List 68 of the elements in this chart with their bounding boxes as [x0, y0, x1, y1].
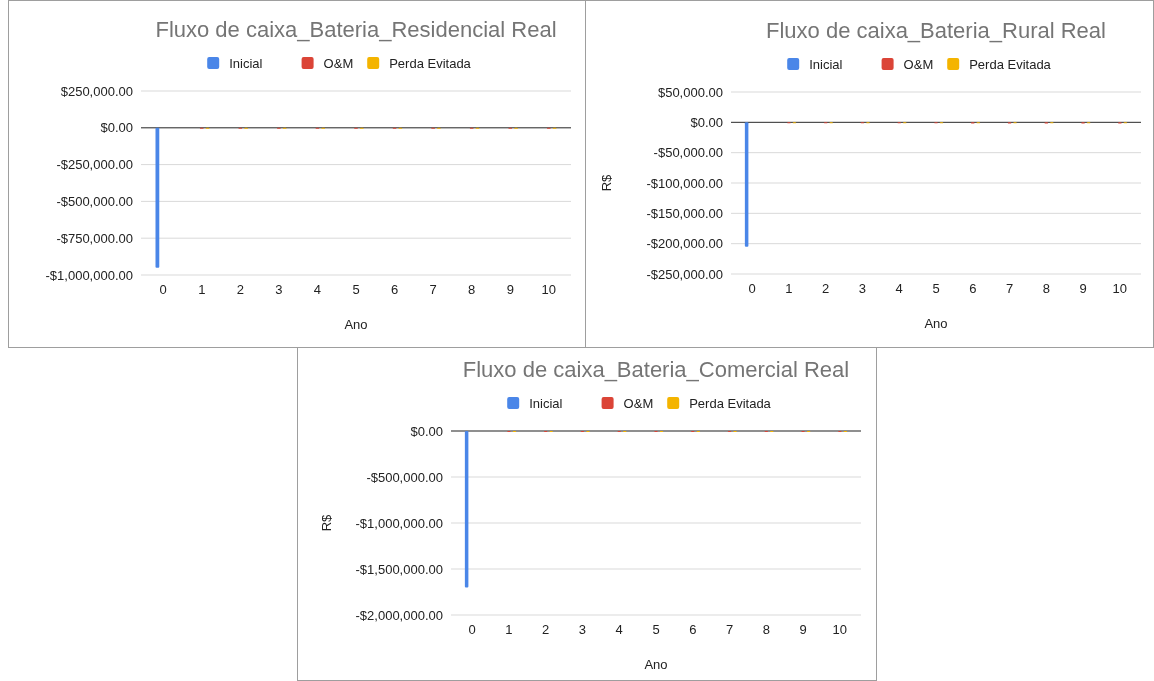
legend-label: O&M [323, 56, 354, 71]
x-tick-label: 4 [313, 282, 322, 298]
x-tick-label: 7 [725, 622, 734, 638]
y-tick-label: $0.00 [100, 120, 133, 136]
x-tick-label: 1 [198, 282, 206, 298]
x-tick-label: 0 [468, 622, 476, 638]
legend-label: Perda Evitada [969, 57, 1052, 72]
x-tick-label: 6 [390, 282, 399, 298]
chart-title: Fluxo de caixa_Bateria_Residencial Real [155, 17, 557, 42]
x-tick-label: 3 [275, 282, 283, 298]
y-tick-label: -$750,000.00 [56, 230, 133, 246]
x-tick-label: 1 [505, 622, 513, 638]
legend-label: Inicial [229, 56, 263, 71]
legend-label: Perda Evitada [689, 396, 772, 411]
chart-title: Fluxo de caixa_Bateria_Comercial Real [462, 357, 850, 382]
x-axis-title: Ano [644, 657, 668, 672]
x-tick-label: 7 [429, 282, 437, 298]
y-tick-label: -$250,000.00 [56, 157, 133, 173]
x-tick-label: 9 [1079, 281, 1087, 297]
y-tick-label: -$100,000.00 [646, 175, 723, 191]
x-tick-label: 1 [785, 281, 793, 297]
y-tick-label: $250,000.00 [60, 83, 133, 99]
y-axis-title: R$ [599, 173, 614, 192]
x-tick-label: 10 [832, 622, 848, 638]
y-tick-label: -$200,000.00 [646, 236, 723, 252]
x-tick-label: 5 [652, 622, 660, 638]
y-tick-label: -$2,000,000.00 [355, 607, 443, 623]
x-tick-label: 4 [895, 281, 903, 297]
y-tick-label: -$1,500,000.00 [355, 561, 443, 577]
y-tick-label: -$500,000.00 [56, 194, 133, 210]
legend-label: O&M [623, 396, 654, 411]
x-tick-label: 0 [159, 282, 167, 298]
legend-label: Perda Evitada [389, 56, 472, 71]
y-tick-label: $0.00 [410, 423, 443, 439]
x-tick-label: 6 [689, 622, 697, 638]
x-tick-label: 8 [468, 282, 476, 298]
x-axis-title: Ano [344, 317, 368, 332]
x-tick-label: 8 [762, 622, 770, 638]
x-tick-label: 9 [799, 622, 807, 638]
x-tick-label: 4 [615, 622, 623, 638]
x-tick-label: 3 [858, 281, 867, 297]
x-tick-label: 2 [236, 282, 244, 298]
legend-label: O&M [903, 57, 934, 72]
x-tick-label: 3 [578, 622, 587, 638]
chart-title: Fluxo de caixa_Bateria_Rural Real [766, 18, 1106, 43]
x-tick-label: 5 [932, 281, 940, 297]
y-tick-label: -$1,000,000.00 [45, 267, 133, 283]
x-tick-label: 10 [541, 282, 557, 298]
y-tick-label: -$250,000.00 [646, 266, 723, 282]
legend-label: Inicial [809, 57, 843, 72]
y-tick-label: -$500,000.00 [366, 469, 443, 485]
x-tick-label: 7 [1005, 281, 1014, 297]
x-tick-label: 0 [748, 281, 756, 297]
y-tick-label: -$1,000,000.00 [355, 515, 443, 531]
x-tick-label: 2 [822, 281, 830, 297]
x-tick-label: 9 [506, 282, 514, 298]
x-tick-label: 10 [1112, 281, 1128, 297]
x-tick-label: 2 [542, 622, 550, 638]
y-tick-label: -$50,000.00 [653, 145, 723, 161]
y-tick-label: -$150,000.00 [646, 205, 723, 221]
x-tick-label: 6 [969, 281, 977, 297]
legend-label: Inicial [529, 396, 563, 411]
y-axis-title: R$ [319, 513, 334, 532]
x-tick-label: 5 [352, 282, 360, 298]
y-tick-label: $0.00 [690, 114, 723, 130]
x-axis-title: Ano [924, 316, 948, 331]
y-tick-label: $50,000.00 [657, 84, 723, 100]
x-tick-label: 8 [1042, 281, 1050, 297]
